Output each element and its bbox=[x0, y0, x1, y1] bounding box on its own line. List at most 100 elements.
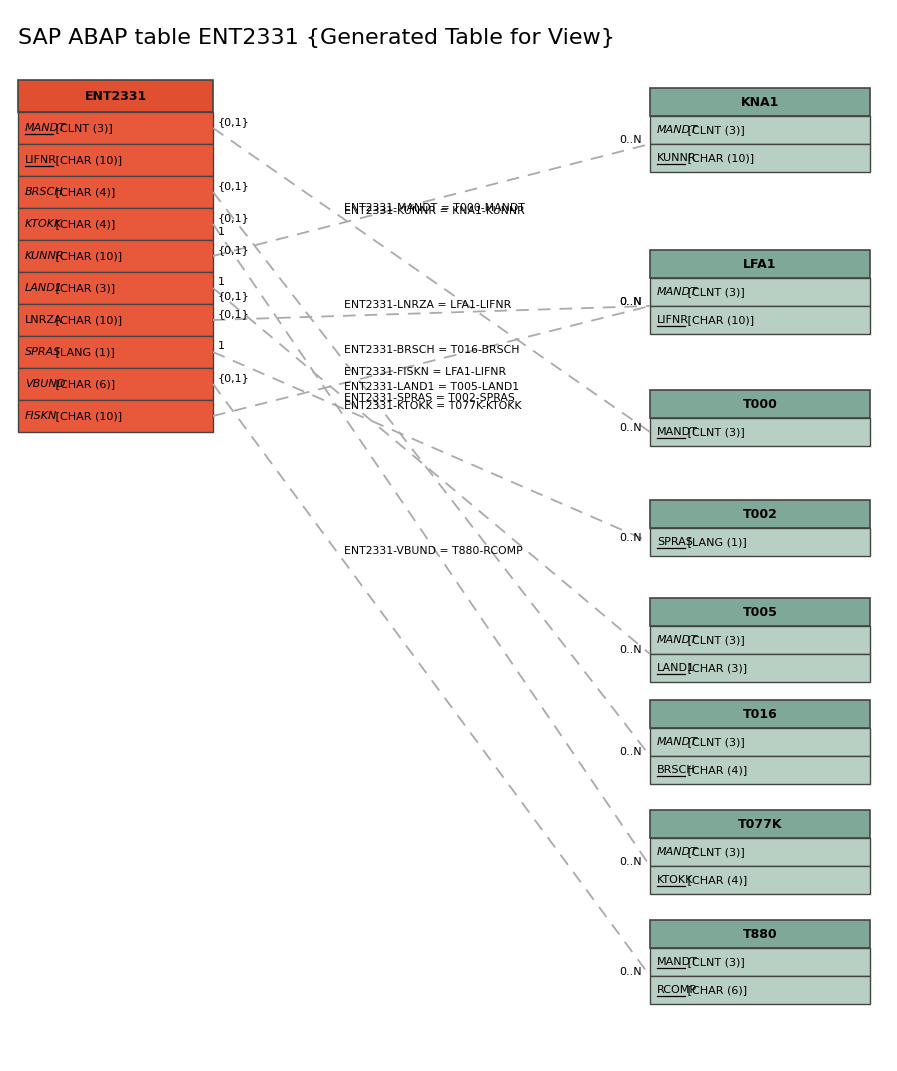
Text: T000: T000 bbox=[743, 397, 778, 410]
Text: LAND1: LAND1 bbox=[657, 663, 695, 673]
Bar bbox=[650, 144, 870, 172]
Text: 1: 1 bbox=[218, 341, 225, 351]
Text: 0..N: 0..N bbox=[619, 967, 642, 977]
Bar bbox=[650, 838, 870, 866]
Text: [CLNT (3)]: [CLNT (3)] bbox=[684, 287, 745, 297]
Bar bbox=[18, 272, 213, 304]
Bar bbox=[650, 948, 870, 976]
Text: 0..N: 0..N bbox=[619, 533, 642, 543]
Text: {0,1}: {0,1} bbox=[218, 373, 249, 383]
Text: 0..N: 0..N bbox=[619, 423, 642, 433]
Bar bbox=[18, 399, 213, 432]
Text: [CHAR (10)]: [CHAR (10)] bbox=[53, 315, 123, 325]
Text: {0,1}: {0,1} bbox=[218, 213, 249, 223]
Text: [CHAR (10)]: [CHAR (10)] bbox=[684, 315, 754, 325]
Text: ENT2331-LNRZA = LFA1-LIFNR: ENT2331-LNRZA = LFA1-LIFNR bbox=[344, 300, 511, 310]
Text: [CHAR (4)]: [CHAR (4)] bbox=[53, 218, 116, 229]
Text: ENT2331-KUNNR = KNA1-KUNNR: ENT2331-KUNNR = KNA1-KUNNR bbox=[344, 207, 525, 216]
Text: [CHAR (10)]: [CHAR (10)] bbox=[53, 251, 123, 261]
Bar bbox=[18, 208, 213, 240]
Text: [CHAR (3)]: [CHAR (3)] bbox=[53, 283, 116, 293]
Bar bbox=[650, 756, 870, 784]
Text: 0..N: 0..N bbox=[619, 857, 642, 868]
Text: [CHAR (10)]: [CHAR (10)] bbox=[53, 411, 123, 421]
Text: MANDT: MANDT bbox=[657, 737, 698, 746]
Text: {0,1}: {0,1} bbox=[218, 245, 249, 255]
Text: MANDT: MANDT bbox=[657, 427, 698, 437]
Text: T005: T005 bbox=[743, 605, 778, 618]
Text: 0..N: 0..N bbox=[619, 746, 642, 757]
Bar bbox=[18, 368, 213, 399]
Text: LFA1: LFA1 bbox=[744, 257, 777, 271]
Bar bbox=[650, 728, 870, 756]
Text: MANDT: MANDT bbox=[657, 287, 698, 297]
Bar bbox=[650, 920, 870, 948]
Text: ENT2331-VBUND = T880-RCOMP: ENT2331-VBUND = T880-RCOMP bbox=[344, 545, 523, 556]
Text: 0..N: 0..N bbox=[619, 135, 642, 145]
Text: SPRAS: SPRAS bbox=[657, 537, 692, 547]
Bar bbox=[650, 306, 870, 334]
Text: 1: 1 bbox=[218, 227, 225, 237]
Text: LIFNR: LIFNR bbox=[25, 155, 57, 165]
Text: KTOKK: KTOKK bbox=[657, 875, 693, 885]
Text: BRSCH: BRSCH bbox=[657, 765, 696, 775]
Text: ENT2331-LAND1 = T005-LAND1: ENT2331-LAND1 = T005-LAND1 bbox=[344, 381, 519, 392]
Text: {0,1}: {0,1} bbox=[218, 181, 249, 191]
Text: [CLNT (3)]: [CLNT (3)] bbox=[684, 635, 745, 645]
Bar bbox=[650, 866, 870, 894]
Text: LAND1: LAND1 bbox=[25, 283, 63, 293]
Text: T077K: T077K bbox=[737, 817, 782, 830]
Bar bbox=[650, 116, 870, 144]
Text: BRSCH: BRSCH bbox=[25, 187, 64, 197]
Text: MANDT: MANDT bbox=[657, 635, 698, 645]
Bar bbox=[650, 250, 870, 278]
Text: [CHAR (4)]: [CHAR (4)] bbox=[684, 765, 748, 775]
Text: SPRAS: SPRAS bbox=[25, 347, 61, 357]
Text: 0..N: 0..N bbox=[619, 297, 642, 307]
Text: KUNNR: KUNNR bbox=[25, 251, 65, 261]
Text: 0..N: 0..N bbox=[619, 297, 642, 307]
Text: ENT2331-FISKN = LFA1-LIFNR: ENT2331-FISKN = LFA1-LIFNR bbox=[344, 367, 506, 377]
Text: FISKN: FISKN bbox=[25, 411, 57, 421]
Text: KTOKK: KTOKK bbox=[25, 218, 62, 229]
Text: KUNNR: KUNNR bbox=[657, 153, 697, 163]
Bar bbox=[650, 278, 870, 306]
Text: [CHAR (10)]: [CHAR (10)] bbox=[53, 155, 123, 165]
Text: VBUND: VBUND bbox=[25, 379, 65, 389]
Text: [CLNT (3)]: [CLNT (3)] bbox=[53, 123, 113, 133]
Text: T016: T016 bbox=[743, 708, 778, 721]
Bar bbox=[650, 627, 870, 654]
Text: {0,1}: {0,1} bbox=[218, 291, 249, 301]
Text: [CHAR (4)]: [CHAR (4)] bbox=[53, 187, 116, 197]
Text: ENT2331-SPRAS = T002-SPRAS: ENT2331-SPRAS = T002-SPRAS bbox=[344, 393, 515, 403]
Text: [CLNT (3)]: [CLNT (3)] bbox=[684, 737, 745, 746]
Bar bbox=[18, 80, 213, 112]
Text: {0,1}: {0,1} bbox=[218, 310, 249, 319]
Bar bbox=[650, 654, 870, 682]
Text: MANDT: MANDT bbox=[25, 123, 66, 133]
Text: {0,1}: {0,1} bbox=[218, 117, 249, 127]
Text: [CLNT (3)]: [CLNT (3)] bbox=[684, 427, 745, 437]
Bar bbox=[18, 304, 213, 336]
Bar bbox=[650, 976, 870, 1004]
Bar bbox=[18, 336, 213, 368]
Bar bbox=[650, 390, 870, 418]
Text: T002: T002 bbox=[743, 508, 778, 521]
Text: MANDT: MANDT bbox=[657, 125, 698, 135]
Bar bbox=[650, 500, 870, 528]
Text: T880: T880 bbox=[743, 927, 778, 940]
Text: MANDT: MANDT bbox=[657, 957, 698, 967]
Bar bbox=[18, 240, 213, 272]
Bar bbox=[650, 700, 870, 728]
Text: [CLNT (3)]: [CLNT (3)] bbox=[684, 125, 745, 135]
Text: ENT2331: ENT2331 bbox=[84, 90, 146, 103]
Bar bbox=[650, 88, 870, 116]
Text: 1: 1 bbox=[218, 277, 225, 287]
Text: ENT2331-MANDT = T000-MANDT: ENT2331-MANDT = T000-MANDT bbox=[344, 203, 525, 213]
Bar bbox=[650, 598, 870, 627]
Text: [CHAR (3)]: [CHAR (3)] bbox=[684, 663, 747, 673]
Text: [CLNT (3)]: [CLNT (3)] bbox=[684, 847, 745, 857]
Text: LNRZA: LNRZA bbox=[25, 315, 63, 325]
Text: MANDT: MANDT bbox=[657, 847, 698, 857]
Bar bbox=[650, 810, 870, 838]
